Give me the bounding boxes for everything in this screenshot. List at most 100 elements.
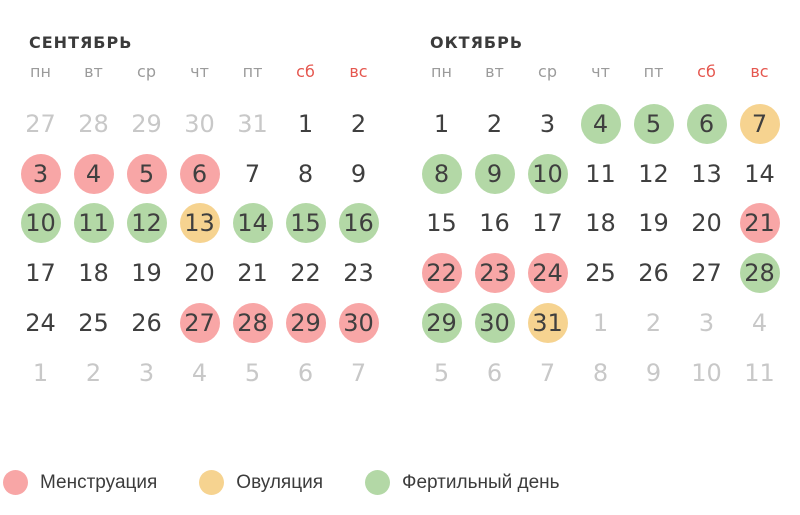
day-number: 25 bbox=[585, 259, 616, 288]
calendar-day: 6 bbox=[468, 348, 521, 398]
day-marker-menstruation: 6 bbox=[179, 153, 220, 194]
day-marker-menstruation: 23 bbox=[474, 253, 515, 294]
calendar-day: 27 bbox=[173, 298, 226, 348]
calendar-day: 16 bbox=[332, 199, 385, 249]
day-number: 3 bbox=[539, 109, 556, 138]
calendar-day: 3 bbox=[680, 298, 733, 348]
menstruation-dot-icon bbox=[3, 470, 28, 495]
ovulation-dot-icon bbox=[199, 470, 225, 495]
day-marker-fertile: 8 bbox=[421, 153, 462, 194]
calendar-day: 28 bbox=[226, 298, 279, 348]
day-marker-ovulation: 7 bbox=[739, 103, 780, 144]
calendar-day: 8 bbox=[279, 149, 332, 199]
legend-item-fertile: Фертильный день bbox=[365, 470, 560, 495]
calendar-day: 27 bbox=[14, 99, 67, 149]
legend-label-ovulation: Овуляция bbox=[236, 471, 323, 493]
day-number: 17 bbox=[532, 209, 563, 238]
weekday-label-чт: чт bbox=[591, 62, 610, 81]
calendar-day: 31 bbox=[521, 298, 574, 348]
calendar-day: 11 bbox=[733, 348, 786, 398]
day-number: 18 bbox=[78, 259, 109, 288]
calendar-day: 26 bbox=[627, 248, 680, 298]
day-number: 25 bbox=[78, 309, 109, 338]
weekday-label-ср: ср bbox=[538, 62, 557, 81]
calendar-day: 5 bbox=[120, 149, 173, 199]
legend-item-ovulation: Овуляция bbox=[199, 470, 323, 495]
calendar-day: 13 bbox=[680, 149, 733, 199]
weekday-label-пт: пт bbox=[643, 62, 664, 81]
calendar-day: 1 bbox=[415, 99, 468, 149]
day-marker-menstruation: 24 bbox=[527, 253, 568, 294]
calendar-day: 2 bbox=[332, 99, 385, 149]
calendar-day: 29 bbox=[415, 298, 468, 348]
calendar-day: 13 bbox=[173, 199, 226, 249]
calendar-day: 26 bbox=[120, 298, 173, 348]
day-marker-menstruation: 27 bbox=[179, 303, 220, 344]
calendar-day: 5 bbox=[226, 348, 279, 398]
calendar-day: 3 bbox=[521, 99, 574, 149]
day-number: 13 bbox=[691, 159, 722, 188]
legend-label-fertile: Фертильный день bbox=[402, 471, 560, 493]
calendar-day: 18 bbox=[574, 199, 627, 249]
day-number: 29 bbox=[131, 109, 162, 138]
calendar-day: 28 bbox=[67, 99, 120, 149]
day-number: 19 bbox=[131, 259, 162, 288]
calendar-day: 7 bbox=[521, 348, 574, 398]
day-number: 2 bbox=[85, 358, 102, 387]
day-grid-october: 1 2 3 4 5 6 7 8 9 10 11 12 13 14 15 16 17 18 19 20 21 22 23 24 2… bbox=[415, 99, 786, 398]
calendar-day: 11 bbox=[574, 149, 627, 199]
calendar-day: 2 bbox=[468, 99, 521, 149]
calendar-day: 21 bbox=[226, 248, 279, 298]
day-number: 5 bbox=[433, 358, 450, 387]
fertile-dot-icon bbox=[365, 470, 390, 495]
calendar-day: 15 bbox=[415, 199, 468, 249]
day-number: 7 bbox=[350, 358, 367, 387]
calendar-day: 29 bbox=[279, 298, 332, 348]
calendar-day: 12 bbox=[627, 149, 680, 199]
weekday-label-вт: вт bbox=[485, 62, 504, 81]
day-number: 26 bbox=[638, 259, 669, 288]
calendar-day: 7 bbox=[733, 99, 786, 149]
day-number: 9 bbox=[645, 358, 662, 387]
day-marker-fertile: 16 bbox=[338, 203, 379, 244]
calendar-day: 6 bbox=[680, 99, 733, 149]
calendar-day: 2 bbox=[67, 348, 120, 398]
day-number: 16 bbox=[479, 209, 510, 238]
day-number: 12 bbox=[638, 159, 669, 188]
day-marker-menstruation: 3 bbox=[20, 153, 61, 194]
day-number: 28 bbox=[78, 109, 109, 138]
day-number: 1 bbox=[433, 109, 450, 138]
day-number: 17 bbox=[25, 259, 56, 288]
day-number: 6 bbox=[297, 358, 314, 387]
calendar-day: 16 bbox=[468, 199, 521, 249]
day-number: 20 bbox=[691, 209, 722, 238]
day-marker-fertile: 11 bbox=[73, 203, 114, 244]
day-number: 11 bbox=[744, 358, 775, 387]
day-marker-menstruation: 28 bbox=[232, 303, 273, 344]
weekday-label-пн: пн bbox=[30, 62, 51, 81]
weekday-label-пт: пт bbox=[242, 62, 263, 81]
calendar-day: 2 bbox=[627, 298, 680, 348]
day-number: 1 bbox=[592, 309, 609, 338]
legend-label-menstruation: Менструация bbox=[40, 471, 158, 493]
day-number: 7 bbox=[539, 358, 556, 387]
calendar-day: 7 bbox=[226, 149, 279, 199]
day-marker-fertile: 14 bbox=[232, 203, 273, 244]
calendar-day: 15 bbox=[279, 199, 332, 249]
calendar-day: 20 bbox=[173, 248, 226, 298]
calendar-day: 1 bbox=[14, 348, 67, 398]
calendar-day: 24 bbox=[14, 298, 67, 348]
calendar-day: 3 bbox=[120, 348, 173, 398]
legend-item-menstruation: Менструация bbox=[3, 470, 157, 495]
calendar-day: 7 bbox=[332, 348, 385, 398]
day-number: 9 bbox=[350, 159, 367, 188]
weekday-label-ср: ср bbox=[137, 62, 156, 81]
calendar-day: 20 bbox=[680, 199, 733, 249]
day-marker-menstruation: 22 bbox=[421, 253, 462, 294]
day-number: 27 bbox=[25, 109, 56, 138]
calendar-day: 5 bbox=[627, 99, 680, 149]
day-marker-fertile: 29 bbox=[421, 303, 462, 344]
day-number: 4 bbox=[191, 358, 208, 387]
calendar-day: 19 bbox=[627, 199, 680, 249]
calendar-day: 10 bbox=[521, 149, 574, 199]
